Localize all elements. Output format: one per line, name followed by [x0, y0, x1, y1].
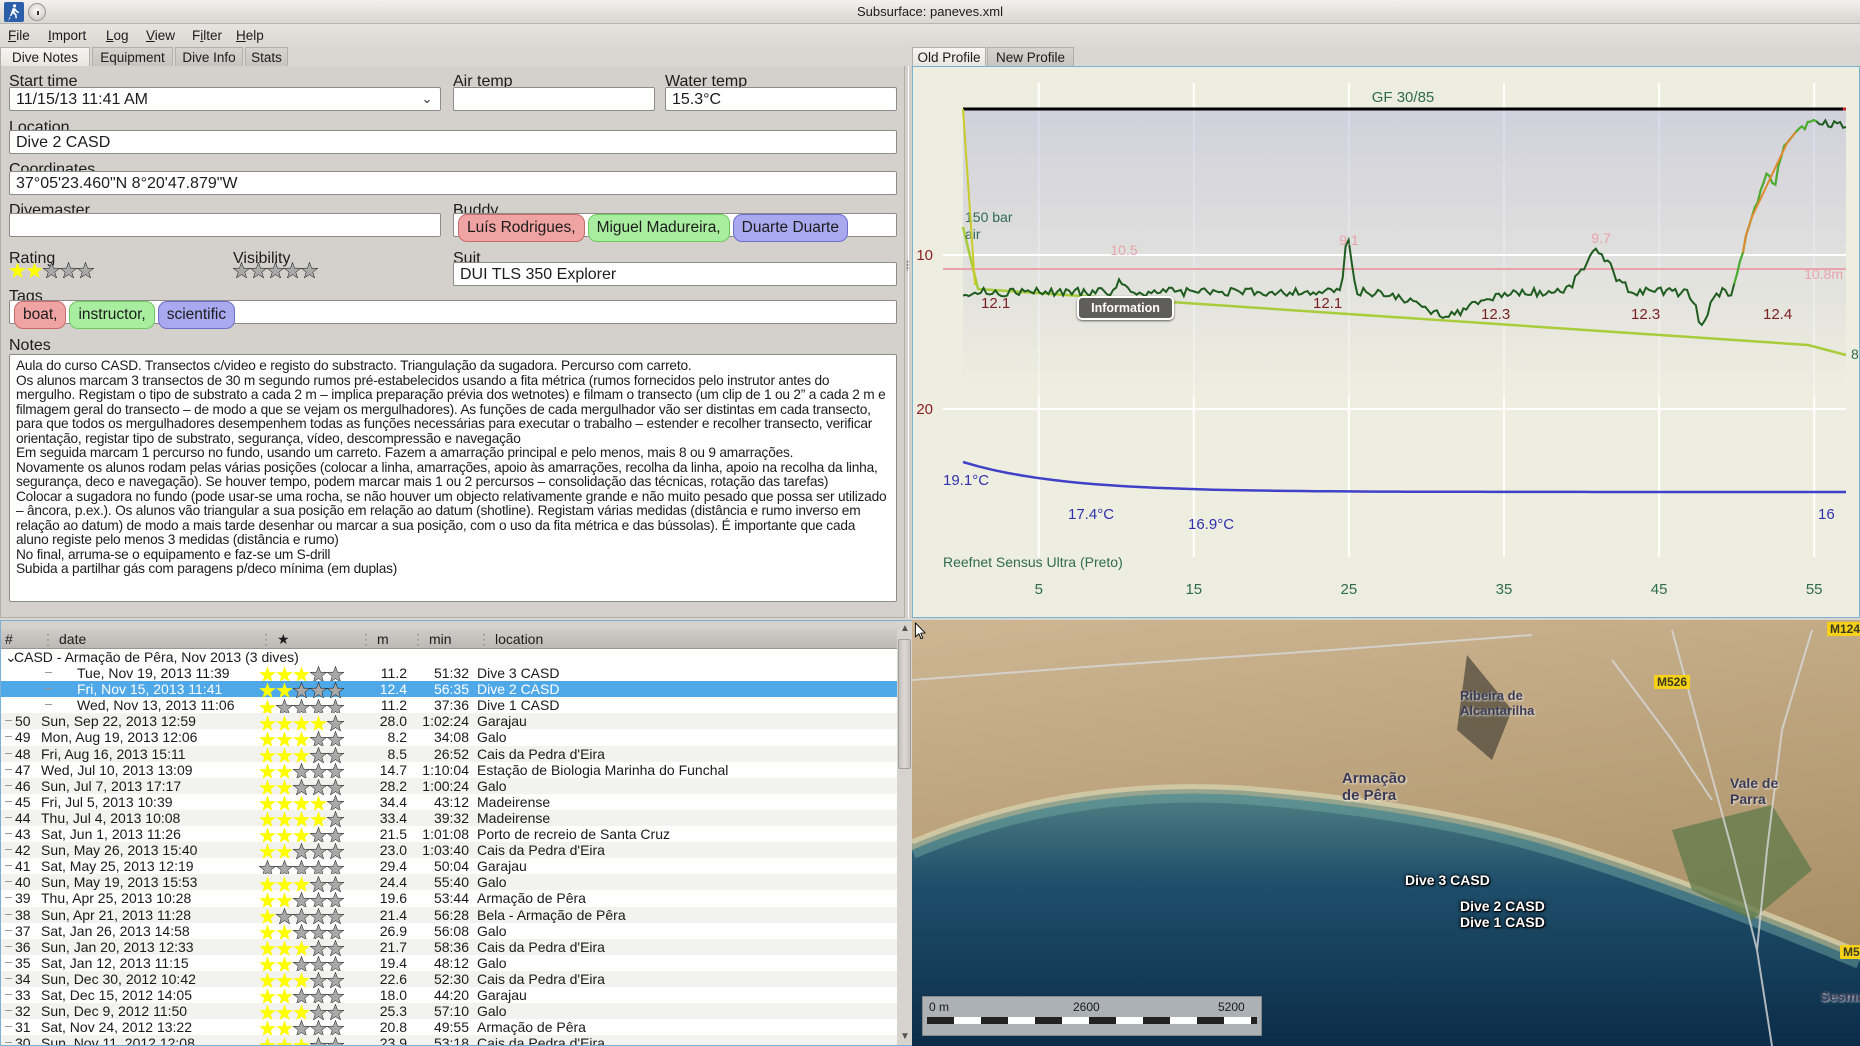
svg-text:12.4: 12.4: [1763, 306, 1792, 323]
svg-text:12.1: 12.1: [1313, 295, 1342, 312]
svg-text:19.1°C: 19.1°C: [943, 472, 989, 489]
svg-text:5: 5: [1035, 581, 1043, 598]
svg-text:10.5: 10.5: [1110, 242, 1137, 258]
svg-text:Reefnet Sensus Ultra (Preto): Reefnet Sensus Ultra (Preto): [943, 554, 1123, 570]
svg-text:16: 16: [1818, 506, 1835, 523]
svg-text:15: 15: [1185, 581, 1202, 598]
svg-text:25: 25: [1341, 581, 1358, 598]
svg-text:air: air: [965, 226, 981, 242]
svg-text:12.1: 12.1: [981, 295, 1010, 312]
svg-text:9.1: 9.1: [1339, 232, 1359, 248]
svg-text:GF 30/85: GF 30/85: [1372, 89, 1435, 106]
svg-text:20: 20: [916, 401, 933, 418]
svg-text:45: 45: [1651, 581, 1668, 598]
svg-text:17.4°C: 17.4°C: [1068, 506, 1114, 523]
svg-text:55: 55: [1806, 581, 1823, 598]
svg-text:10: 10: [916, 247, 933, 264]
svg-text:9.7: 9.7: [1591, 230, 1611, 246]
svg-text:10.8m: 10.8m: [1804, 266, 1843, 282]
svg-text:12.3: 12.3: [1631, 306, 1660, 323]
svg-text:16.9°C: 16.9°C: [1188, 516, 1234, 533]
svg-text:12.3: 12.3: [1481, 306, 1510, 323]
svg-text:80: 80: [1851, 346, 1859, 362]
svg-text:35: 35: [1496, 581, 1513, 598]
svg-text:150 bar: 150 bar: [965, 209, 1013, 225]
